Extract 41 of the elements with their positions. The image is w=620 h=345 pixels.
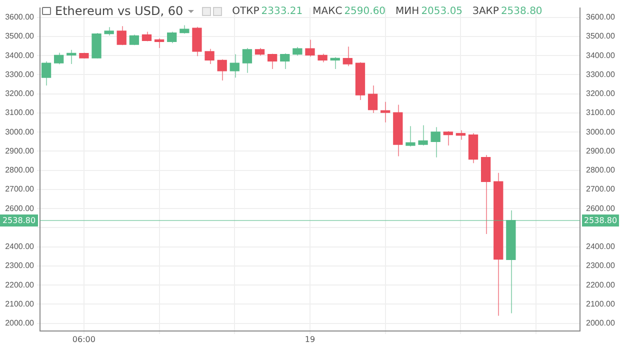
y2-tick-label: 3400.00 [586, 50, 616, 60]
y2-tick-label: 2400.00 [586, 242, 616, 252]
annotation: МАКС 2590.60 [312, 6, 386, 16]
y-tick-label: 2300.00 [5, 261, 35, 270]
y2-tick-label: 2600.00 [586, 204, 616, 213]
y2-tick-label: 3000.00 [586, 127, 616, 136]
y-tick-label: 2100.00 [5, 299, 35, 308]
y-tick-label: 3200.00 [5, 89, 35, 98]
y2-tick-label: 2700.00 [586, 184, 616, 194]
annotation: МИН 2053.05 [396, 6, 463, 16]
y-tick-label: 2000.00 [5, 318, 35, 328]
x-tick-label: 19 [304, 334, 316, 344]
y2-tick-label: 2200.00 [586, 280, 616, 290]
y2-tick-label: 3200.00 [586, 89, 616, 98]
y-tick-label: 3600.00 [5, 12, 35, 22]
y2-tick-label: 2000.00 [586, 318, 616, 328]
y2-tick-label: 3300.00 [586, 70, 616, 79]
y-tick-label: 3300.00 [5, 70, 35, 79]
y-tick-label: 2800.00 [5, 166, 35, 175]
y2-tick-label: 2300.00 [586, 261, 616, 270]
y-tick-label: 3100.00 [5, 108, 35, 118]
y2-tick-label: 2900.00 [586, 146, 616, 156]
y-tick-label: 2700.00 [5, 184, 35, 194]
y2-tick-label: 2100.00 [586, 299, 616, 308]
y2-tick-label: 3600.00 [586, 12, 616, 22]
annotation: ОТКР 2333.21 [232, 6, 303, 16]
y-tick-label: 3000.00 [5, 127, 35, 136]
x-tick-label: 06:00 [72, 334, 96, 344]
ref-line-label: 2538.80 [584, 216, 618, 226]
y-tick-label: 3500.00 [5, 32, 35, 41]
y-tick-label: 3400.00 [5, 50, 35, 60]
y2-tick-label: 2800.00 [586, 166, 616, 175]
y2-tick-label: 3100.00 [586, 108, 616, 118]
text: 2538.80 [2, 216, 36, 226]
annotation: ЗАКР 2538.80 [472, 6, 542, 16]
y-tick-label: 2400.00 [5, 242, 35, 252]
y2-tick-label: 3500.00 [586, 32, 616, 41]
y-tick-label: 2900.00 [5, 146, 35, 156]
y-tick-label: 2600.00 [5, 204, 35, 213]
y-tick-label: 2200.00 [5, 280, 35, 290]
chart-title: Ethereum vs USD, 60 [55, 4, 184, 18]
